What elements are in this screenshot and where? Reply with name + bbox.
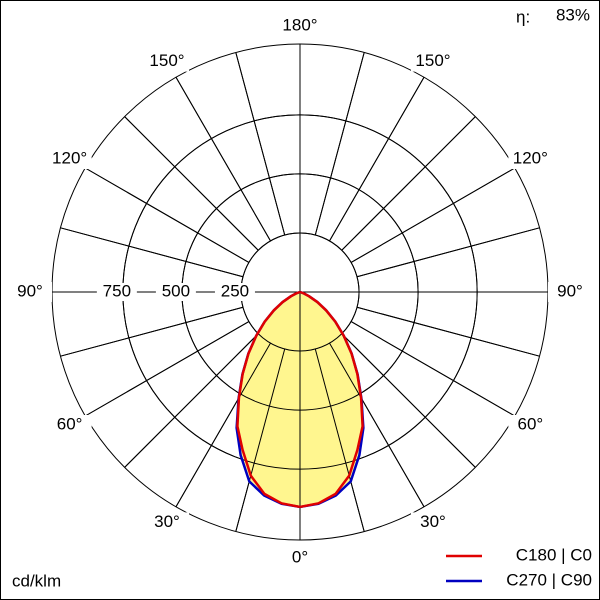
angle-label: 90°: [557, 281, 583, 300]
spoke-overlay: [356, 306, 540, 357]
label-bg: [96, 283, 137, 301]
spoke-overlay: [84, 167, 250, 263]
spoke-overlay: [350, 167, 516, 263]
spoke-overlay: [329, 342, 425, 508]
efficiency-value: 83%: [556, 5, 590, 24]
label-bg: [145, 512, 189, 533]
spoke-overlay: [175, 76, 271, 242]
spoke-overlay: [60, 306, 244, 357]
angle-label: 120°: [52, 148, 87, 167]
angle-label: 150°: [149, 51, 184, 70]
angle-label: 30°: [154, 512, 180, 531]
angle-label: 0°: [292, 547, 308, 566]
label-bg: [8, 282, 52, 302]
label-bg: [214, 283, 255, 301]
spoke-overlay: [175, 342, 271, 508]
spoke-overlay: [60, 227, 244, 278]
label-bg: [47, 149, 92, 169]
intensity-curve: [236, 290, 301, 509]
r-tick-label: 500: [162, 281, 190, 300]
spoke-overlay: [84, 321, 250, 417]
label-bg: [47, 415, 92, 435]
spoke-overlay: [235, 52, 286, 236]
unit-label: cd/klm: [12, 571, 61, 590]
spoke-overlay: [124, 116, 259, 251]
angle-label: 90°: [17, 281, 43, 300]
label-bg: [278, 548, 322, 568]
spoke-overlay: [350, 321, 516, 417]
angle-label: 60°: [518, 414, 544, 433]
spoke-overlay: [341, 116, 476, 251]
spoke-overlay: [235, 348, 286, 532]
spoke-overlay: [124, 333, 259, 468]
label-bg: [508, 415, 553, 435]
label-bg: [155, 283, 196, 301]
efficiency-label: η:: [516, 7, 530, 26]
angle-label: 60°: [57, 414, 83, 433]
label-bg: [548, 282, 592, 302]
label-bg: [411, 512, 455, 533]
label-bg: [145, 51, 189, 72]
label-bg: [278, 16, 322, 36]
r-tick-label: 250: [221, 281, 249, 300]
angle-label: 120°: [513, 148, 548, 167]
label-bg: [508, 149, 553, 169]
legend-label: C180 | C0: [516, 545, 592, 564]
legend-label: C270 | C90: [506, 570, 592, 589]
label-bg: [411, 51, 455, 72]
intensity-curve: [299, 290, 364, 509]
spoke-overlay: [341, 333, 476, 468]
angle-label: 30°: [420, 512, 446, 531]
spoke-overlay: [329, 76, 425, 242]
spoke-overlay: [314, 52, 365, 236]
spoke-overlay: [314, 348, 365, 532]
angle-label: 180°: [282, 15, 317, 34]
angle-label: 150°: [415, 51, 450, 70]
r-tick-label: 750: [103, 281, 131, 300]
spoke-overlay: [356, 227, 540, 278]
